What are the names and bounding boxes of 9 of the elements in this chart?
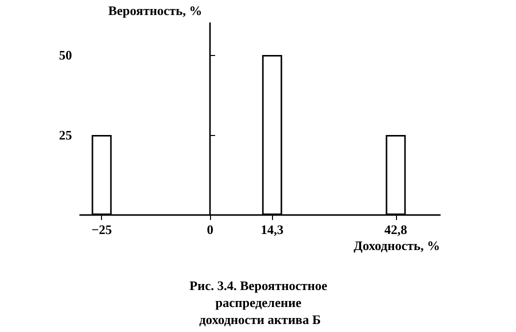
x-tick-label: −25 (91, 222, 112, 237)
x-tick-label: 42,8 (384, 222, 408, 237)
x-tick-label: 14,3 (260, 222, 284, 237)
y-axis-title: Вероятность, % (108, 3, 202, 18)
text: Рис. 3.4. Вероятностное распределение доходности актива Б (190, 278, 330, 327)
y-tick-label: 25 (59, 128, 72, 142)
x-tick-label: 0 (206, 222, 214, 237)
y-tick-label: 50 (59, 48, 72, 62)
x-axis-title: Доходность, % (354, 238, 440, 253)
